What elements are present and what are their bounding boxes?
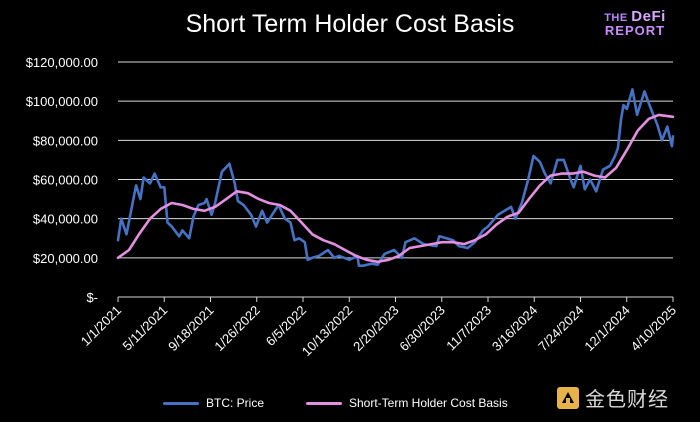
x-tick-label: 6/5/2022: [263, 303, 309, 349]
series-lines: [116, 88, 675, 268]
brand-defi: DeFi: [631, 8, 666, 25]
y-axis: $- $20,000.00 $40,000.00 $60,000.00 $80,000.…: [26, 55, 98, 305]
legend-label-cost-basis: Short-Term Holder Cost Basis: [349, 396, 508, 410]
y-tick-label: $40,000.00: [33, 212, 98, 227]
x-tick-label: 3/16/2024: [489, 303, 541, 355]
x-tick-label: 5/11/2021: [120, 303, 171, 354]
y-tick-label: $-: [86, 290, 98, 305]
brand-the: THE: [604, 12, 632, 24]
series-line-price: [116, 88, 675, 268]
watermark: 金色财经: [556, 383, 669, 412]
y-tick-label: $100,000.00: [26, 94, 98, 109]
x-tick-label: 1/26/2022: [211, 303, 263, 355]
x-tick-label: 11/7/2023: [443, 303, 494, 354]
y-tick-label: $80,000.00: [33, 133, 98, 148]
legend-swatch-cost-basis: [306, 401, 342, 405]
brand-line-2: REPORT: [604, 23, 666, 38]
x-tick-label: 1/1/2021: [78, 303, 124, 349]
y-tick-label: $120,000.00: [26, 55, 98, 70]
x-tick-label: 12/1/2024: [581, 303, 633, 355]
y-tick-label: $20,000.00: [33, 251, 98, 266]
x-tick-label: 6/30/2023: [396, 303, 448, 355]
x-tick-label: 10/13/2022: [299, 303, 356, 360]
x-tick-label: 7/24/2024: [535, 303, 587, 355]
y-tick-label: $60,000.00: [33, 173, 98, 188]
x-tick-label: 9/18/2021: [165, 303, 217, 355]
watermark-text: 金色财经: [585, 387, 669, 411]
grid-lines: [118, 61, 673, 259]
brand-line-1: THE DeFi: [598, 9, 672, 24]
jinse-logo-icon: [557, 386, 579, 409]
chart-title: Short Term Holder Cost Basis: [185, 10, 515, 38]
legend-swatch-price: [163, 401, 199, 405]
x-tick-label: 4/10/2025: [628, 303, 680, 355]
legend-label-price: BTC: Price: [206, 396, 265, 410]
series-line-cost-basis: [116, 113, 675, 264]
legend-item-price: BTC: Price: [163, 396, 264, 410]
brand-logo: THE DeFi REPORT: [598, 9, 672, 37]
legend: BTC: Price Short-Term Holder Cost Basis: [0, 396, 700, 416]
x-tick-label: 2/20/2023: [350, 303, 402, 355]
legend-item-cost-basis: Short-Term Holder Cost Basis: [306, 396, 508, 410]
